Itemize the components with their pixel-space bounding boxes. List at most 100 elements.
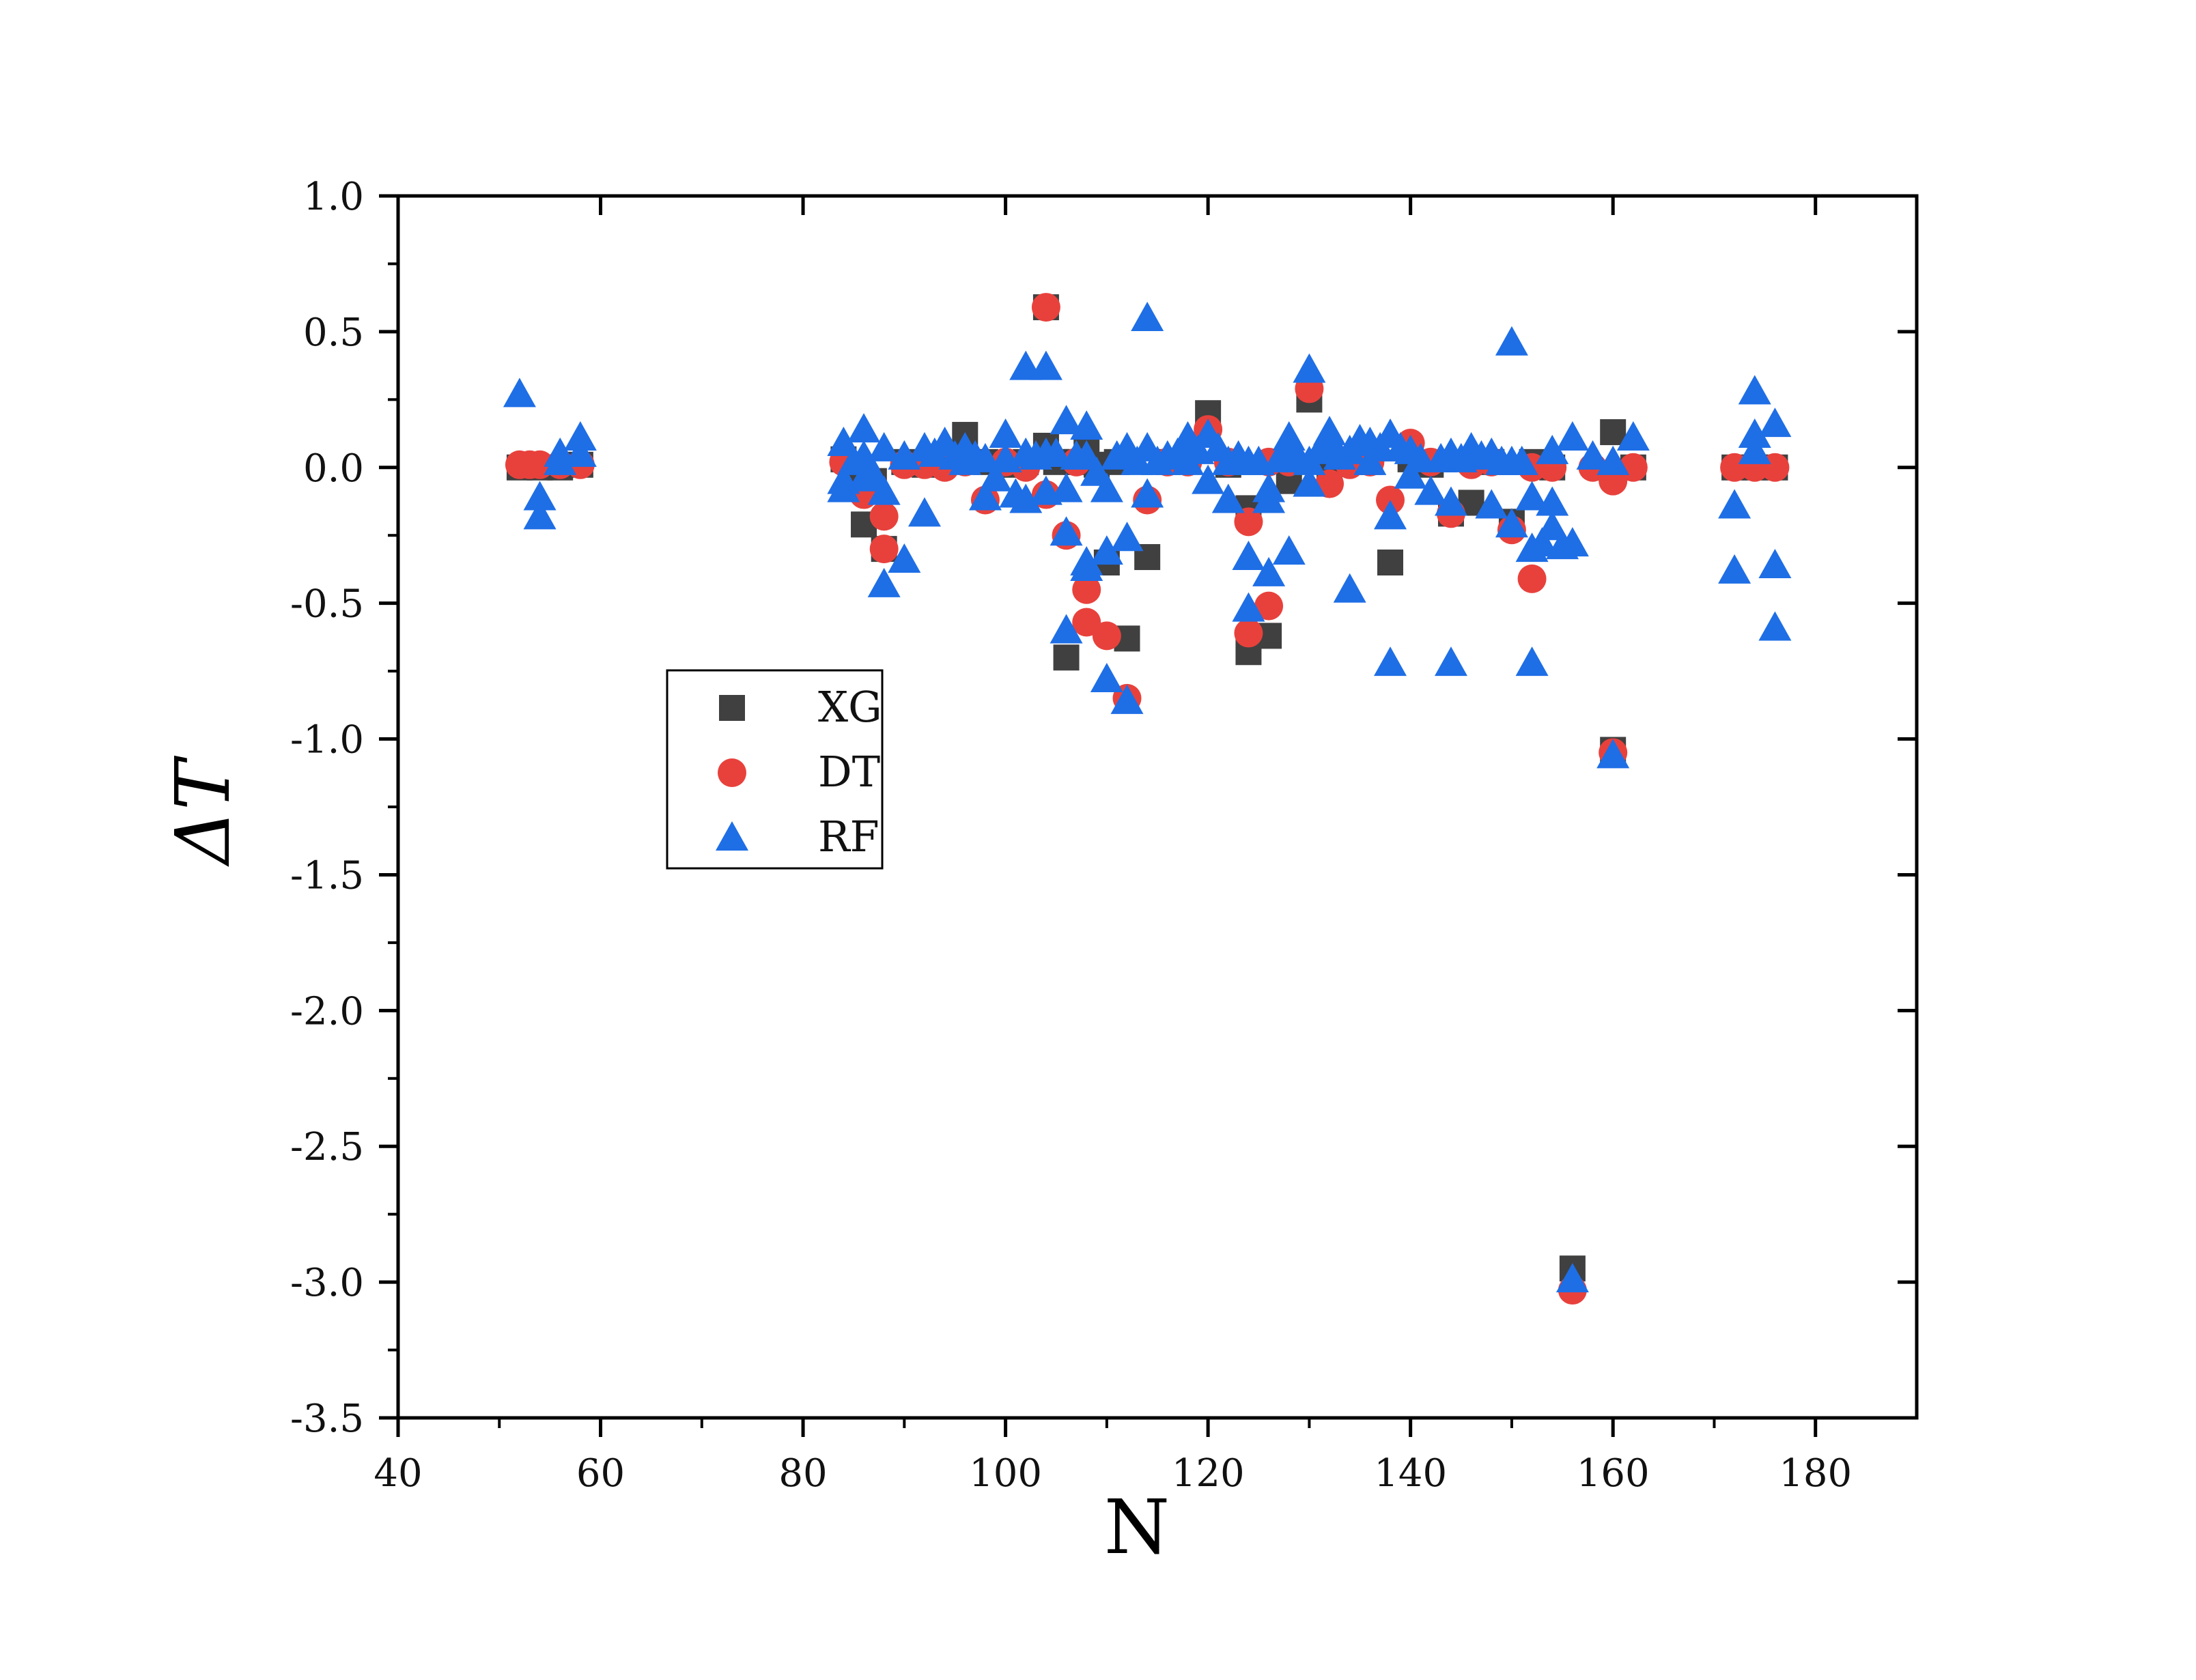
point-rf	[827, 426, 860, 456]
point-rf	[847, 440, 881, 470]
point-dt	[1254, 591, 1284, 621]
legend: XG DT RF	[666, 669, 884, 870]
legend-label-rf: RF	[818, 812, 879, 862]
legend-symbol-dt	[718, 758, 746, 787]
point-rf	[867, 431, 901, 461]
point-rf	[563, 437, 597, 467]
point-rf	[1525, 527, 1559, 557]
point-rf	[1718, 489, 1751, 519]
point-rf	[888, 440, 921, 470]
point-rf	[1536, 486, 1569, 516]
point-rf	[867, 475, 901, 505]
point-rf	[1192, 464, 1225, 494]
point-dt	[1092, 621, 1121, 651]
y-tick-label: -1.0	[290, 718, 364, 763]
point-dt	[1517, 564, 1547, 593]
point-rf	[989, 418, 1022, 449]
x-tick-label: 120	[1172, 1451, 1245, 1496]
point-rf	[1232, 541, 1265, 571]
point-rf	[1090, 535, 1123, 565]
point-rf	[1050, 614, 1083, 644]
point-rf	[1131, 302, 1164, 331]
point-rf	[1556, 1263, 1589, 1293]
point-rf	[1333, 573, 1366, 603]
legend-box	[666, 669, 884, 870]
point-rf	[503, 378, 536, 408]
point-rf	[1252, 472, 1286, 502]
point-rf	[1495, 326, 1528, 356]
legend-marker-xg	[719, 695, 745, 721]
legend-marker-dt	[718, 758, 746, 787]
point-rf	[1070, 410, 1103, 440]
x-axis: 40 60 80 100 120 140 160 180	[374, 196, 1852, 1496]
point-xg	[1377, 550, 1404, 575]
point-rf	[1272, 535, 1306, 565]
point-xg	[1053, 644, 1080, 671]
legend-label-dt: DT	[818, 747, 880, 797]
point-dt	[1072, 608, 1101, 637]
x-tick-label: 40	[374, 1451, 422, 1496]
point-rf	[1596, 739, 1630, 769]
x-tick-label: 80	[778, 1451, 827, 1496]
point-rf	[1313, 416, 1347, 446]
point-rf	[1029, 350, 1062, 380]
x-axis-title: N	[1104, 1483, 1170, 1571]
point-rf	[1293, 467, 1326, 497]
point-rf	[1434, 486, 1467, 516]
point-rf	[1394, 459, 1427, 489]
y-tick-label: 0.0	[303, 446, 364, 491]
point-rf	[1050, 516, 1083, 546]
point-rf	[1110, 684, 1144, 714]
point-rf	[523, 500, 557, 530]
point-rf	[563, 421, 597, 451]
y-tick-label: -1.5	[290, 853, 364, 898]
point-rf	[1515, 481, 1549, 511]
point-rf	[1616, 421, 1650, 451]
point-rf	[1738, 418, 1771, 449]
point-rf	[1556, 421, 1589, 451]
legend-symbol-xg	[719, 695, 745, 721]
point-rf	[1211, 483, 1245, 513]
point-rf	[1090, 663, 1123, 693]
point-rf	[1293, 353, 1326, 383]
point-rf	[1434, 646, 1467, 677]
point-rf	[1110, 522, 1144, 552]
point-rf	[1070, 546, 1103, 575]
point-rf	[827, 472, 860, 502]
point-rf	[1009, 483, 1043, 513]
point-rf	[1050, 472, 1083, 502]
point-dt	[869, 502, 899, 531]
point-dt	[1234, 618, 1263, 648]
marks-rf	[503, 302, 1792, 1293]
point-rf	[1738, 434, 1771, 464]
x-tick-label: 60	[576, 1451, 625, 1496]
point-rf	[888, 543, 921, 573]
point-rf	[1090, 472, 1123, 502]
y-tick-label: -2.5	[290, 1125, 364, 1169]
point-rf	[1505, 445, 1538, 475]
point-rf	[1536, 511, 1569, 541]
point-rf	[1232, 592, 1265, 622]
y-tick-label: 1.0	[303, 175, 364, 219]
point-rf	[544, 445, 577, 475]
point-rf	[979, 461, 1012, 492]
x-tick-label: 160	[1577, 1451, 1650, 1496]
plot-frame	[396, 194, 1919, 1420]
point-rf	[1758, 611, 1792, 641]
point-rf	[1556, 527, 1589, 557]
point-rf	[523, 481, 557, 511]
point-rf	[907, 497, 941, 527]
point-rf	[1758, 548, 1792, 578]
point-rf	[1374, 500, 1407, 530]
x-tick-label: 100	[969, 1451, 1042, 1496]
y-axis: 1.0 0.5 0.0 -0.5 -1.0 -1.5 -2.0 -2.5 -3.0 -3.5	[290, 175, 1917, 1441]
y-tick-label: -3.5	[290, 1397, 364, 1441]
point-rf	[1475, 489, 1508, 519]
point-rf	[1515, 646, 1549, 677]
point-rf	[1718, 554, 1751, 584]
point-rf	[1414, 475, 1448, 505]
legend-label-xg: XG	[818, 682, 882, 732]
point-xg	[1600, 419, 1627, 446]
point-rf	[1495, 508, 1528, 538]
